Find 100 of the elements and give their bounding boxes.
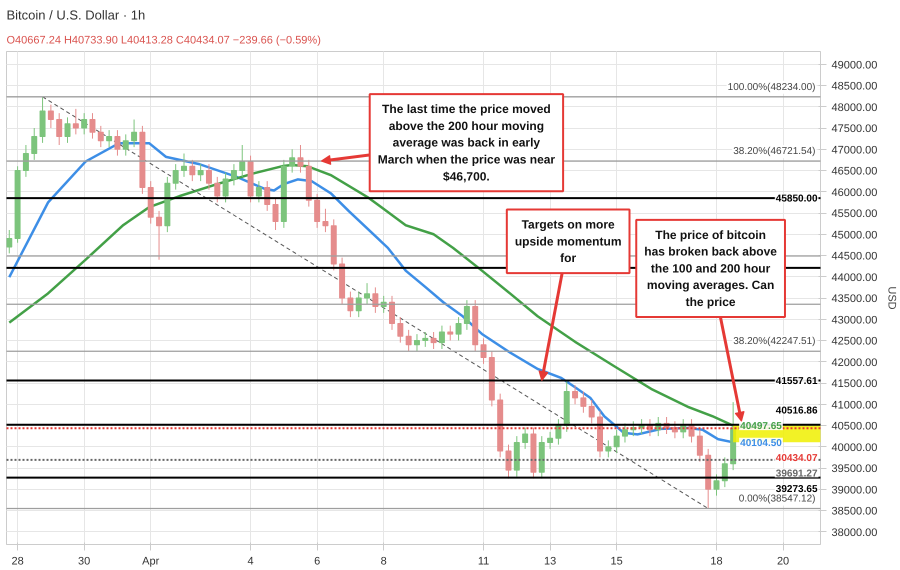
candlestick xyxy=(456,316,462,341)
candlestick xyxy=(198,164,204,182)
y-axis-title: USD xyxy=(885,286,898,310)
ref-line-label: 45850.00 xyxy=(776,194,818,205)
annotation: Targets on more upside momentum for xyxy=(514,218,622,266)
y-tick-label: 42500.00 xyxy=(832,336,878,348)
candlestick xyxy=(230,164,237,186)
y-tick-label: 39500.00 xyxy=(832,463,878,475)
x-tick-label: 8 xyxy=(380,556,387,568)
y-tick-label: 43500.00 xyxy=(832,293,878,305)
candlestick xyxy=(696,429,703,462)
y-tick-label: 48000.00 xyxy=(832,102,878,114)
candlestick xyxy=(572,384,578,405)
candlestick xyxy=(289,148,296,174)
data-label: 40497.65 xyxy=(740,421,782,432)
ref-line-label: 100.00%(48234.00) xyxy=(728,82,816,93)
candlestick xyxy=(389,295,395,330)
y-tick-label: 41500.00 xyxy=(832,378,878,390)
candlestick xyxy=(464,300,470,330)
candlestick xyxy=(81,112,88,135)
annotation: The last time the price moved above the 200 hour moving average was back in early March when the price was near $46,700. xyxy=(378,102,556,184)
candlestick xyxy=(414,334,420,352)
candlestick xyxy=(364,282,370,305)
candlestick xyxy=(547,431,554,450)
y-tick-label: 46500.00 xyxy=(832,166,878,178)
candlestick xyxy=(206,164,212,190)
candlestick xyxy=(214,176,220,203)
candlestick xyxy=(406,329,412,352)
y-tick-label: 38000.00 xyxy=(832,526,878,539)
candlestick xyxy=(181,153,187,178)
x-tick-label: 18 xyxy=(710,556,723,568)
candlestick xyxy=(580,391,586,414)
y-tick-label: 45500.00 xyxy=(832,208,878,220)
candlestick xyxy=(22,144,29,178)
y-tick-label: 47000.00 xyxy=(832,144,878,156)
ref-line-label: 0.00%(38547.12) xyxy=(738,493,816,504)
x-tick-label: Apr xyxy=(142,556,160,568)
candlestick xyxy=(714,474,720,496)
y-tick-label: 42000.00 xyxy=(832,356,878,369)
candlestick xyxy=(122,134,129,156)
y-tick-label: 40500.00 xyxy=(832,420,878,432)
data-label: 40104.50 xyxy=(740,438,782,449)
candlestick xyxy=(397,316,404,344)
y-tick-label: 47500.00 xyxy=(832,123,878,135)
candlestick xyxy=(6,230,12,254)
y-tick-label: 43000.00 xyxy=(832,314,878,326)
candlestick xyxy=(422,332,428,348)
candlestick xyxy=(98,125,104,148)
candlestick xyxy=(588,400,595,424)
candlestick xyxy=(156,210,162,260)
annotation: The price of bitcoin has broken back above the 100 and 200 hour moving averages. Can the price xyxy=(644,228,778,310)
candlestick xyxy=(114,130,120,156)
candlestick xyxy=(297,144,304,174)
candlestick xyxy=(272,198,279,230)
candlestick xyxy=(256,180,262,203)
y-tick-label: 39000.00 xyxy=(832,484,878,496)
candlestick xyxy=(605,440,612,458)
candlestick xyxy=(314,193,320,228)
candlestick xyxy=(106,130,112,148)
x-tick-label: 13 xyxy=(544,556,556,568)
ref-line-label: 41557.61 xyxy=(776,376,818,388)
x-tick-label: 6 xyxy=(314,556,320,568)
y-tick-label: 49000.00 xyxy=(832,59,878,72)
x-tick-label: 11 xyxy=(478,556,490,568)
y-tick-label: 38500.00 xyxy=(832,506,878,518)
candlestick xyxy=(447,325,454,341)
candlestick xyxy=(239,144,246,178)
candlestick xyxy=(189,159,196,182)
candlestick xyxy=(56,112,62,146)
ref-line-label: 40434.07 xyxy=(776,452,818,464)
ref-line-label: 38.20%(42247.51) xyxy=(733,336,816,348)
ref-line-label: 39273.65 xyxy=(776,484,818,496)
candlestick xyxy=(89,112,96,140)
candlestick xyxy=(522,427,528,450)
y-tick-label: 46000.00 xyxy=(832,186,878,199)
candlestick xyxy=(131,119,138,148)
chart-title: Bitcoin / U.S. Dollar · 1h xyxy=(6,8,146,22)
x-tick-label: 20 xyxy=(776,556,790,568)
x-tick-label: 15 xyxy=(610,556,623,568)
candlestick xyxy=(614,429,620,454)
y-tick-label: 48500.00 xyxy=(832,80,878,92)
ref-line-label: 39691.27 xyxy=(776,468,818,480)
x-tick-label: 4 xyxy=(248,556,254,568)
candlestick xyxy=(322,208,328,233)
candlestick xyxy=(31,128,38,160)
candlestick xyxy=(64,116,71,144)
chart-subtitle: O40667.24 H40733.90 L40413.28 C40434.07 −239.66 (−0.59%) xyxy=(6,34,321,46)
candlestick xyxy=(172,164,179,190)
candlestick xyxy=(222,172,229,203)
y-tick-label: 41000.00 xyxy=(832,399,878,412)
ref-line-label: 40516.86 xyxy=(776,405,818,416)
candlestick xyxy=(356,291,362,318)
candlestick xyxy=(72,108,79,135)
x-tick-label: 28 xyxy=(11,556,24,568)
y-tick-label: 40000.00 xyxy=(832,442,878,454)
y-tick-label: 44000.00 xyxy=(832,272,878,284)
candlestick xyxy=(622,422,628,443)
ref-line-label: 38.20%(46721.54) xyxy=(733,146,816,158)
y-tick-label: 45000.00 xyxy=(832,229,878,242)
y-tick-label: 44500.00 xyxy=(832,250,878,262)
